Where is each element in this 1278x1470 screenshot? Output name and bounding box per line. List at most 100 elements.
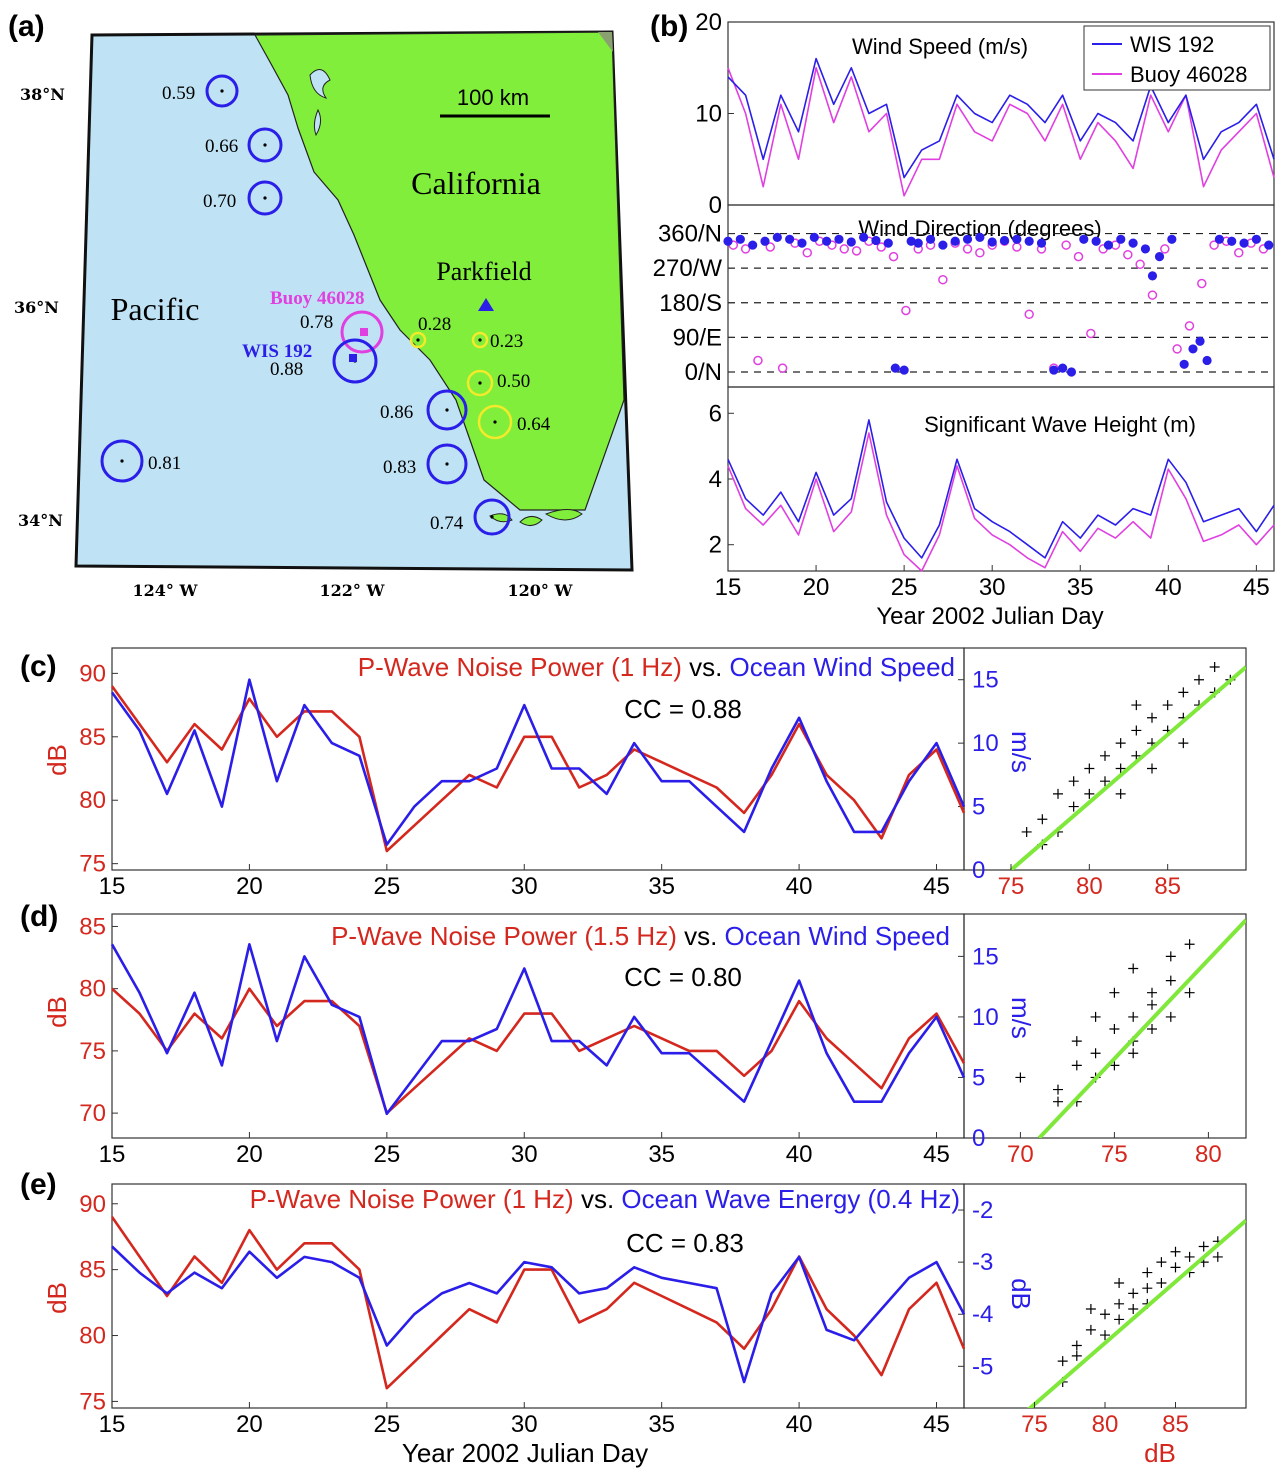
map-land: [253, 31, 625, 511]
b-middle-point-wis: [899, 365, 909, 375]
d-x-tick-label: 15: [99, 1141, 126, 1168]
channel-islands: [489, 509, 583, 526]
d-x-tick-label: 35: [648, 1141, 675, 1168]
station-dot: [478, 381, 482, 385]
e-scatter-point: [1198, 1241, 1209, 1252]
b-middle-point-buoy: [1012, 242, 1022, 252]
c-scatter-xtick-label: 75: [998, 873, 1025, 900]
b-bottom-xaxis: 15 20 25 30 35 40 45: [715, 565, 1270, 601]
station-value: 0.64: [517, 414, 551, 435]
panel-label-e: (e): [20, 1168, 57, 1201]
b-middle-y-tick-label: 360/N: [658, 221, 722, 248]
e-scatter-point: [1085, 1324, 1096, 1335]
e-series-ocean: [111, 1245, 966, 1384]
e-x-tick-label: 15: [99, 1411, 126, 1438]
b-middle-point-buoy: [777, 363, 788, 373]
b-middle-point-buoy: [1172, 344, 1182, 354]
c-scatter-point: [1147, 763, 1157, 774]
d-x-tick-label: 40: [786, 1141, 813, 1168]
c-scatter-point: [1131, 700, 1142, 711]
b-middle-point-buoy: [1234, 248, 1244, 258]
e-ylabel-right: dB: [1006, 1278, 1036, 1310]
d-title-left: P-Wave Noise Power (1.5 Hz): [331, 921, 677, 951]
d-scatter-point: [1128, 963, 1139, 974]
e-yright-tick-label: -5: [972, 1353, 993, 1380]
b-middle-point-wis: [890, 363, 900, 373]
d-scatter-fit: [1037, 918, 1246, 1138]
panel-e: P-Wave Noise Power (1 Hz) vs. Ocean Wave…: [42, 1183, 1247, 1468]
d-title-mid: vs.: [677, 921, 725, 951]
b-bottom-x-tick-label: 30: [979, 574, 1006, 601]
panel-d: P-Wave Noise Power (1.5 Hz) vs. Ocean Wi…: [42, 913, 1247, 1168]
c-scatter-point: [1115, 738, 1126, 749]
station-dot: [478, 338, 482, 342]
d-x-tick-label: 30: [511, 1141, 538, 1168]
b-bottom-x-tick-label: 45: [1243, 574, 1270, 601]
station-value: 0.83: [383, 457, 416, 478]
station-value: 0.66: [205, 136, 238, 157]
c-scatter-xtick-label: 85: [1154, 873, 1181, 900]
d-x-tick-label: 20: [236, 1141, 263, 1168]
b-bottom-y-tick-label: 4: [709, 466, 722, 493]
c-plot: [110, 678, 966, 853]
station-ring: [247, 127, 283, 163]
panel-label-a: (a): [8, 10, 45, 43]
d-series-ocean: [110, 943, 966, 1116]
c-scatter-point: [1053, 788, 1063, 799]
b-middle-point-wis: [1179, 359, 1189, 369]
b-middle-point-buoy: [851, 246, 862, 256]
e-ylabel-left: dB: [42, 1282, 72, 1314]
b-middle-point-wis: [1227, 236, 1237, 246]
d-scatter-point: [1090, 1011, 1101, 1022]
b-middle-point-wis: [772, 232, 782, 242]
c-scatter-point: [1068, 801, 1079, 812]
d-series-noise: [111, 987, 966, 1115]
e-title-right: Ocean Wave Energy (0.4 Hz): [621, 1184, 960, 1214]
b-middle-y-tick-label: 0/N: [685, 359, 722, 386]
e-scatter-point: [1184, 1251, 1195, 1262]
b-middle-y-tick-label: 180/S: [659, 290, 722, 317]
e-xlabel: Year 2002 Julian Day: [402, 1438, 648, 1468]
map-panel: 100 km California Parkfield Pacific 38°N…: [14, 30, 634, 600]
b-middle-point-buoy: [1160, 244, 1170, 254]
b-middle-chart: Wind Direction (degrees) 360/N270/W180/S…: [653, 204, 1275, 388]
b-middle-point-buoy: [765, 242, 776, 252]
d-ylabel-right: m/s: [1006, 997, 1036, 1039]
c-yright-tick-label: 10: [972, 730, 999, 757]
b-middle-point-buoy: [1061, 240, 1071, 250]
b-middle-point-buoy: [1147, 290, 1158, 300]
c-yleft-tick-label: 90: [79, 660, 106, 687]
c-yright-tick-label: 5: [972, 794, 985, 821]
c-scatter-point: [1068, 776, 1079, 787]
c-annotation: CC = 0.88: [624, 694, 742, 724]
e-x-tick-label: 40: [786, 1411, 813, 1438]
e-title-mid: vs.: [574, 1184, 622, 1214]
e-scatter-point: [1128, 1288, 1139, 1299]
b-bottom-series-wis: [727, 419, 1275, 559]
c-axes: 75 80 85 90 0 5 10 15 15 20 25 30 35 40 45: [79, 660, 998, 900]
c-yright-tick-label: 15: [972, 667, 999, 694]
b-middle-point-wis: [809, 232, 819, 242]
d-scatter-point: [1165, 975, 1176, 986]
c-series-noise: [110, 685, 966, 853]
c-x-tick-label: 40: [786, 873, 813, 900]
e-scatter-point: [1071, 1340, 1082, 1351]
b-middle-point-wis: [1036, 238, 1047, 248]
b-legend: [1083, 25, 1271, 91]
d-scatter-point: [1071, 1036, 1082, 1047]
b-middle-point-wis: [1188, 344, 1198, 354]
b-middle-point-wis: [760, 236, 770, 246]
station-dot: [445, 462, 449, 466]
c-scatter-point: [1115, 788, 1126, 799]
e-plot: [110, 1216, 966, 1390]
e-yright-tick-label: -4: [972, 1301, 993, 1328]
b-middle-point-wis: [1239, 238, 1249, 248]
e-scatter-fit: [1027, 1218, 1246, 1408]
b-middle-y-tick-label: 270/W: [653, 255, 723, 282]
c-scatter-point: [1194, 674, 1204, 685]
b-bottom-yaxis: 2 4 6: [709, 400, 734, 559]
d-scatter-point: [1165, 951, 1176, 962]
b-bottom-y-tick-label: 2: [709, 532, 722, 559]
wis-marker: [349, 354, 357, 362]
c-title-left: P-Wave Noise Power (1 Hz): [358, 652, 682, 682]
